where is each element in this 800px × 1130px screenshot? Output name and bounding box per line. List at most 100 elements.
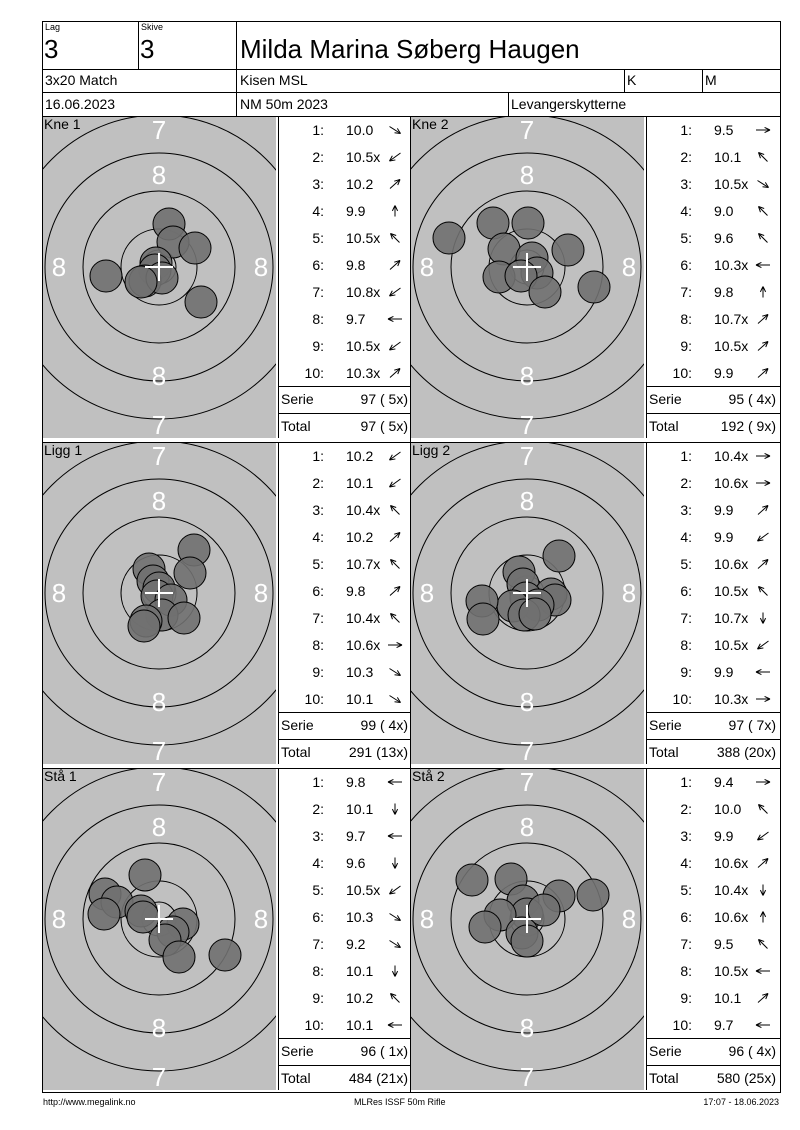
- shot-direction: [752, 556, 774, 572]
- shot-number: 9:: [312, 338, 324, 354]
- shot-direction: [752, 637, 774, 653]
- shot-row: 10: 10.3x: [279, 360, 412, 387]
- shot-row: 10: 9.7: [647, 1012, 780, 1039]
- shot-value: 10.1: [346, 691, 374, 707]
- shot-value: 9.9: [714, 502, 734, 518]
- shot-value: 9.9: [714, 828, 734, 844]
- shot-direction: [384, 1017, 406, 1033]
- direction-arrow-icon: [757, 368, 769, 378]
- ring-number-label: 8: [622, 252, 636, 282]
- target-face: 7 7 8 8 8 8: [43, 117, 276, 438]
- target-ring: [43, 769, 276, 1072]
- ring-number-label: 8: [420, 904, 434, 934]
- ring-number-label: 8: [520, 812, 534, 842]
- target-ring: [450, 842, 604, 996]
- shot-row: 7: 9.5: [647, 931, 780, 958]
- shot-number: 6:: [680, 257, 692, 273]
- shot-number: 6:: [312, 909, 324, 925]
- shot-hole: [432, 221, 466, 255]
- shot-hole: [551, 233, 585, 267]
- serie-value: 96 ( 4x): [728, 1043, 776, 1059]
- shot-number: 2:: [312, 149, 324, 165]
- total-row: Total 484 (21x): [279, 1066, 412, 1092]
- serie-row: Serie 96 ( 1x): [279, 1039, 412, 1065]
- shot-direction: [752, 365, 774, 381]
- shot-value: 9.5: [714, 122, 734, 138]
- shot-row: 7: 9.2: [279, 931, 412, 958]
- direction-arrow-icon: [757, 505, 769, 515]
- shot-direction: [384, 691, 406, 707]
- shot-row: 6: 10.3: [279, 904, 412, 931]
- direction-arrow-icon: [756, 126, 771, 134]
- shot-row: 9: 10.3: [279, 659, 412, 686]
- shot-number: 8:: [680, 311, 692, 327]
- shot-number: 4:: [312, 855, 324, 871]
- shot-row: 2: 10.5x: [279, 144, 412, 171]
- shot-number: 8:: [312, 637, 324, 653]
- shot-value: 10.1: [346, 1017, 374, 1033]
- shot-value: 10.1: [346, 801, 374, 817]
- shot-value: 10.6x: [714, 475, 749, 491]
- total-row: Total 97 ( 5x): [279, 414, 412, 440]
- ring-number-label: 7: [520, 1062, 534, 1090]
- shot-row: 2: 10.6x: [647, 470, 780, 497]
- direction-arrow-icon: [755, 967, 770, 975]
- target-face: 7 7 8 8 8 8: [43, 443, 276, 764]
- shot-row: 5: 10.6x: [647, 551, 780, 578]
- shot-value: 9.6: [714, 230, 734, 246]
- shot-row: 9: 10.5x: [279, 333, 412, 360]
- shot-number: 1:: [312, 448, 324, 464]
- shot-number: 8:: [312, 963, 324, 979]
- ring-number-label: 7: [152, 410, 166, 438]
- shot-direction: [752, 475, 774, 491]
- shot-value: 10.2: [346, 990, 374, 1006]
- target-face: 7 7 8 8 8 8: [411, 117, 644, 438]
- m-label: M: [705, 72, 717, 88]
- target-panel-4: 7 7 8 8 8 8 Ligg 2: [411, 442, 644, 764]
- direction-arrow-icon: [755, 261, 770, 269]
- shot-value: 9.9: [714, 664, 734, 680]
- shot-value: 10.1: [714, 149, 742, 165]
- shot-direction: [752, 529, 774, 545]
- direction-arrow-icon: [388, 641, 403, 649]
- shot-value: 9.7: [346, 828, 366, 844]
- shot-direction: [752, 176, 774, 192]
- shot-number: 5:: [312, 230, 324, 246]
- target-ring: [44, 478, 274, 708]
- date: 16.06.2023: [45, 96, 116, 112]
- position-title: Stå 1: [44, 768, 77, 784]
- shot-row: 2: 10.1: [647, 144, 780, 171]
- shot-hole: [455, 863, 489, 897]
- shot-value: 9.6: [346, 855, 366, 871]
- ring-number-label: 8: [152, 160, 166, 190]
- ring-number-label: 8: [152, 361, 166, 391]
- total-label: Total: [649, 744, 679, 760]
- shot-row: 1: 9.8: [279, 769, 412, 796]
- shot-direction: [384, 936, 406, 952]
- ring-number-label: 7: [520, 410, 534, 438]
- shot-row: 6: 9.8: [279, 578, 412, 605]
- shot-value: 10.4x: [714, 882, 749, 898]
- total-row: Total 291 (13x): [279, 740, 412, 766]
- ring-number-label: 8: [52, 252, 66, 282]
- serie-value: 95 ( 4x): [728, 391, 776, 407]
- shot-row: 10: 10.1: [279, 1012, 412, 1039]
- shot-row: 6: 9.8: [279, 252, 412, 279]
- skive-value: 3: [140, 34, 155, 64]
- shot-direction: [384, 556, 406, 572]
- shot-direction: [384, 801, 406, 817]
- shot-list: 1: 10.0 2: 10.5x 3: 10.2 4: 9.9 5: 10.5x 6: 9.8 7: 10…: [279, 117, 412, 438]
- shot-value: 10.5x: [714, 176, 749, 192]
- target-panel-6: 7 7 8 8 8 8 Stå 2: [411, 768, 644, 1090]
- direction-arrow-icon: [389, 152, 401, 162]
- direction-arrow-icon: [390, 613, 400, 623]
- direction-arrow-icon: [758, 152, 768, 162]
- shot-direction: [384, 882, 406, 898]
- shot-hole: [528, 275, 562, 309]
- direction-arrow-icon: [389, 695, 401, 703]
- shot-direction: [384, 774, 406, 790]
- shot-number: 10:: [304, 691, 324, 707]
- footer-url[interactable]: http://www.megalink.no: [43, 1097, 136, 1107]
- direction-arrow-icon: [390, 993, 400, 1003]
- shot-row: 2: 10.0: [647, 796, 780, 823]
